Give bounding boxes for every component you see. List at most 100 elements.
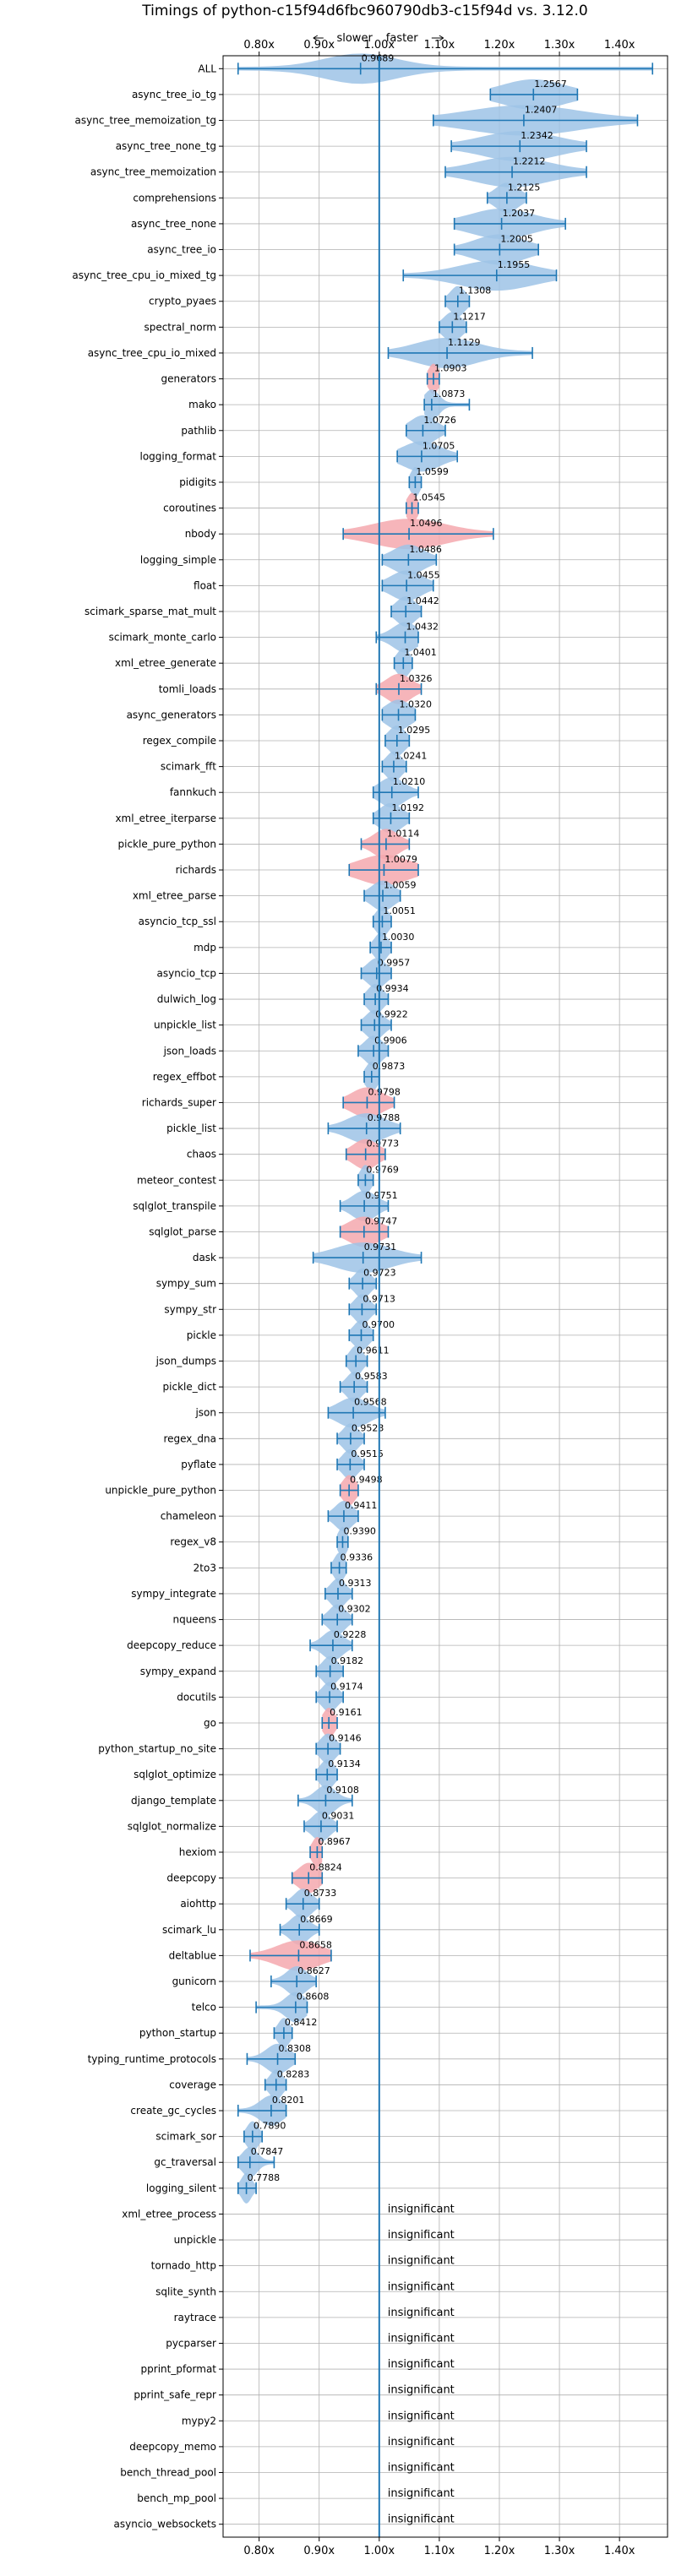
- benchmark-row: pickle 0.9700: [187, 1319, 395, 1350]
- benchmark-label: dask: [193, 1252, 216, 1264]
- mean-value-label: 1.2037: [503, 208, 536, 219]
- benchmark-label: unpickle_list: [154, 1019, 216, 1031]
- benchmark-row: deltablue 0.8658: [169, 1939, 332, 1971]
- benchmark-label: logging_simple: [140, 554, 216, 566]
- benchmark-label: typing_runtime_protocols: [88, 2053, 216, 2065]
- mean-value-label: 0.9769: [366, 1164, 399, 1175]
- benchmark-label: regex_compile: [143, 735, 216, 747]
- x-tick-label-bottom: 1.00x: [363, 2545, 395, 2557]
- benchmark-label: python_startup_no_site: [98, 1743, 216, 1755]
- benchmark-label: chameleon: [161, 1510, 216, 1522]
- benchmark-label: docutils: [177, 1691, 216, 1703]
- mean-value-label: 0.9146: [329, 1733, 362, 1744]
- mean-value-label: 0.9773: [367, 1139, 400, 1149]
- mean-value-label: 1.1955: [498, 259, 531, 270]
- benchmark-label: deepcopy: [166, 1872, 216, 1884]
- benchmark-row: regex_v8 0.9390: [170, 1526, 376, 1557]
- benchmark-row: dulwich_log 0.9934: [157, 983, 409, 1015]
- mean-value-label: 0.9731: [364, 1242, 397, 1253]
- benchmark-label: deltablue: [169, 1949, 216, 1961]
- benchmark-row: async_tree_cpu_io_mixed 1.1129: [88, 337, 533, 368]
- benchmark-row: gunicorn 0.8627: [172, 1965, 330, 1997]
- x-axis-top: 0.80x 0.90x 1.00x 1.10x 1.20x 1.30x 1.40x: [243, 39, 635, 56]
- benchmark-row: regex_effbot 0.9873: [153, 1061, 406, 1092]
- mean-value-label: 0.9174: [330, 1681, 363, 1692]
- benchmark-row: deepcopy_reduce 0.9228: [127, 1629, 366, 1661]
- benchmark-row: sympy_integrate 0.9313: [131, 1578, 371, 1609]
- benchmark-label: sympy_str: [164, 1303, 216, 1315]
- benchmark-row: json_loads 0.9906: [163, 1035, 407, 1067]
- benchmark-label: regex_dna: [163, 1432, 216, 1444]
- benchmark-row: 2to3 0.9336: [194, 1552, 373, 1584]
- benchmark-label: chaos: [187, 1149, 216, 1160]
- benchmark-label: asyncio_tcp_ssl: [139, 916, 216, 927]
- benchmark-row: logging_simple 1.0486: [140, 544, 442, 575]
- benchmark-label: pickle_dict: [163, 1381, 217, 1393]
- mean-value-label: 1.2125: [508, 182, 541, 193]
- benchmark-row: fannkuch 1.0210: [170, 776, 425, 808]
- benchmark-row: unpickle_list 0.9922: [154, 1009, 408, 1041]
- benchmark-row: pprint_safe_repr insignificant: [134, 2384, 454, 2401]
- benchmark-row: pprint_pformat insignificant: [141, 2358, 455, 2375]
- mean-value-label: 1.0326: [400, 673, 433, 684]
- mean-value-label: 0.9798: [368, 1086, 401, 1097]
- benchmark-label: logging_silent: [146, 2182, 216, 2194]
- benchmark-label: dulwich_log: [157, 993, 216, 1005]
- benchmark-row: python_startup 0.8412: [139, 2017, 317, 2049]
- benchmark-label: python_startup: [139, 2027, 216, 2039]
- mean-value-label: 0.9934: [376, 983, 409, 994]
- benchmark-row: async_tree_io 1.2005: [147, 234, 539, 265]
- benchmark-label: sqlglot_normalize: [128, 1820, 216, 1832]
- benchmark-row: go 0.9161: [204, 1707, 363, 1738]
- mean-value-label: 1.0455: [407, 569, 440, 580]
- mean-value-label: 0.9313: [339, 1578, 372, 1589]
- x-tick-label-bottom: 1.10x: [424, 2545, 455, 2557]
- benchmark-label: xml_etree_generate: [115, 657, 216, 669]
- mean-value-label: 1.0401: [404, 647, 437, 658]
- benchmark-row: create_gc_cycles 0.8201: [130, 2095, 304, 2127]
- benchmark-row: bench_thread_pool insignificant: [120, 2461, 455, 2478]
- mean-value-label: 1.0059: [384, 880, 417, 891]
- benchmark-label: pickle_pure_python: [118, 838, 216, 850]
- benchmark-row: mdp 1.0030: [194, 932, 414, 963]
- benchmark-label: scimark_lu: [162, 1924, 216, 1936]
- mean-value-label: 1.2407: [525, 105, 558, 116]
- benchmark-row: deepcopy_memo insignificant: [129, 2436, 455, 2453]
- benchmark-row: chaos 0.9773: [187, 1139, 399, 1170]
- chart-title: Timings of python-c15f94d6fbc960790db3-c…: [141, 3, 587, 19]
- benchmark-row: sympy_str0.9713: [164, 1293, 395, 1325]
- benchmark-row: spectral_norm 1.1217: [144, 311, 486, 343]
- mean-value-label: 0.9873: [373, 1061, 406, 1072]
- benchmark-label: scimark_monte_carlo: [109, 632, 216, 644]
- benchmark-row: nqueens 0.9302: [173, 1604, 371, 1635]
- benchmark-row: deepcopy 0.8824: [166, 1862, 342, 1894]
- benchmark-label: scimark_fft: [161, 761, 216, 773]
- insignificant-label: insignificant: [388, 2255, 455, 2268]
- mean-value-label: 1.1129: [448, 337, 481, 348]
- benchmark-label: go: [204, 1717, 216, 1729]
- benchmark-row: xml_etree_parse 1.0059: [133, 880, 417, 911]
- benchmark-label: pathlib: [181, 425, 216, 437]
- mean-value-label: 0.9336: [341, 1552, 373, 1562]
- benchmark-row: float 1.0455: [194, 569, 440, 601]
- benchmark-label: raytrace: [174, 2312, 216, 2323]
- benchmark-row: scimark_monte_carlo 1.0432: [109, 622, 439, 653]
- benchmark-row: meteor_contest 0.9769: [137, 1164, 399, 1196]
- mean-value-label: 0.9031: [322, 1810, 355, 1821]
- mean-value-label: 0.7890: [254, 2121, 286, 2132]
- mean-value-label: 1.0726: [423, 415, 455, 426]
- benchmark-label: logging_format: [139, 450, 216, 462]
- benchmark-label: mdp: [194, 942, 216, 954]
- benchmark-row: coverage 0.8283: [169, 2068, 309, 2100]
- benchmark-row: sqlglot_transpile 0.9751: [133, 1190, 398, 1221]
- x-tick-label-top: 1.20x: [484, 39, 515, 52]
- benchmark-label: unpickle: [174, 2234, 216, 2246]
- benchmark-label: async_tree_io_tg: [132, 89, 216, 101]
- benchmark-row: scimark_sparse_mat_mult 1.0442: [84, 595, 439, 627]
- mean-value-label: 0.8824: [309, 1862, 342, 1873]
- mean-value-label: 1.0903: [434, 363, 467, 374]
- benchmark-label: pprint_pformat: [141, 2363, 217, 2375]
- mean-value-label: 0.8658: [299, 1939, 332, 1950]
- benchmark-row: pickle_dict 0.9583: [163, 1371, 388, 1403]
